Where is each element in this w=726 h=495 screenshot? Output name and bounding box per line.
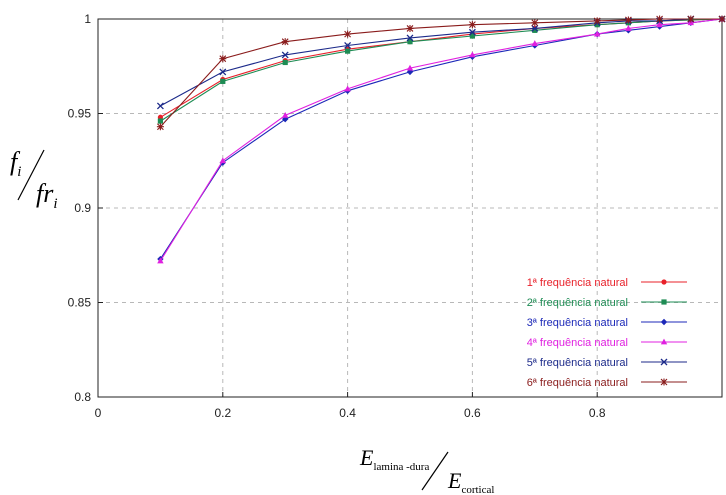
- legend-label: 3ª frequência natural: [527, 317, 628, 329]
- data-point-marker: [282, 59, 288, 66]
- x-axis-label: Elamina -dura Ecortical: [359, 445, 494, 495]
- legend-marker: [660, 338, 668, 345]
- data-point-marker: [625, 25, 632, 31]
- data-point-marker: [718, 15, 726, 23]
- legend: 1ª frequência natural 2ª frequência natur…: [527, 277, 687, 389]
- legend-label: 4ª frequência natural: [527, 337, 628, 349]
- data-point-marker: [406, 64, 414, 71]
- series-line: [159, 18, 722, 128]
- data-point-marker: [593, 17, 601, 25]
- data-point-marker: [406, 34, 414, 42]
- data-point-marker: [624, 16, 632, 24]
- data-point-marker: [469, 51, 476, 58]
- series-3: [157, 15, 726, 263]
- legend-item: 3ª frequência natural: [527, 317, 687, 329]
- data-point-marker: [469, 33, 475, 39]
- legend-label: 1ª frequência natural: [527, 277, 628, 289]
- x-tick-label: 0: [95, 406, 102, 420]
- legend-marker: [661, 279, 667, 285]
- y-label-numerator-sub: i: [17, 164, 21, 180]
- y-tick-label: 0.9: [74, 201, 91, 215]
- data-point-marker: [532, 27, 538, 33]
- series-line: [159, 18, 723, 262]
- x-axis-ticks: 0 0.2 0.4 0.6 0.8: [95, 392, 606, 420]
- x-label-denominator: E: [447, 468, 462, 493]
- data-point-marker: [282, 111, 289, 118]
- y-tick-label: 0.8: [74, 390, 91, 404]
- x-tick-label: 0.4: [339, 406, 356, 420]
- data-point-marker: [594, 30, 601, 37]
- data-point-marker: [687, 15, 695, 23]
- data-point-marker: [406, 24, 414, 32]
- y-label-denominator: fr: [36, 179, 54, 208]
- x-label-numerator: E: [359, 445, 374, 470]
- legend-marker: [660, 378, 668, 386]
- data-point-marker: [219, 157, 226, 164]
- data-point-marker: [344, 85, 351, 92]
- legend-label: 5ª frequência natural: [527, 357, 628, 369]
- data-point-marker: [157, 118, 163, 124]
- legend-item: 5ª frequência natural: [527, 357, 687, 369]
- svg-text:fi: fi: [10, 147, 21, 180]
- y-axis-ticks: 0.8 0.85 0.9 0.95 1: [68, 12, 103, 404]
- data-point-marker: [156, 102, 164, 110]
- data-point-marker: [157, 257, 164, 264]
- series-5: [156, 15, 726, 110]
- series-line: [159, 18, 723, 260]
- data-point-marker: [468, 28, 476, 36]
- x-tick-label: 0.6: [464, 406, 481, 420]
- y-tick-label: 1: [84, 12, 91, 26]
- data-point-marker: [219, 55, 227, 63]
- grid: [98, 19, 722, 397]
- svg-text:Elamina -dura: Elamina -dura: [359, 445, 429, 473]
- legend-marker: [660, 358, 668, 366]
- data-point-marker: [594, 22, 600, 28]
- legend-label: 2ª frequência natural: [527, 297, 628, 309]
- series-6: [156, 15, 726, 131]
- data-point-marker: [407, 39, 413, 45]
- x-tick-label: 0.8: [589, 406, 606, 420]
- legend-item: 6ª frequência natural: [527, 377, 687, 389]
- legend-item: 4ª frequência natural: [527, 337, 687, 349]
- data-point-marker: [156, 123, 164, 131]
- series-line: [160, 18, 723, 122]
- y-tick-label: 0.95: [68, 107, 92, 121]
- legend-item: 2ª frequência natural: [527, 297, 687, 309]
- svg-text:Ecortical: Ecortical: [447, 468, 494, 495]
- data-point-marker: [656, 21, 663, 28]
- data-point-marker: [281, 51, 289, 59]
- legend-item: 1ª frequência natural: [527, 277, 687, 289]
- x-label-numerator-sub: lamina -dura: [373, 461, 429, 473]
- data-point-marker: [281, 38, 289, 46]
- x-tick-label: 0.2: [214, 406, 231, 420]
- legend-marker: [660, 318, 668, 326]
- data-point-marker: [531, 40, 538, 46]
- svg-text:fri: fri: [36, 179, 58, 212]
- legend-label: 6ª frequência natural: [527, 377, 628, 389]
- y-axis-label: fi fri: [10, 147, 58, 212]
- data-point-marker: [345, 48, 351, 54]
- series-1: [157, 16, 725, 120]
- series-4: [157, 15, 726, 264]
- series-lines: [156, 15, 726, 264]
- legend-marker: [661, 299, 667, 305]
- data-point-marker: [656, 15, 664, 23]
- series-2: [157, 16, 725, 124]
- data-point-marker: [219, 68, 227, 76]
- x-label-denominator-sub: cortical: [461, 484, 494, 495]
- series-line: [160, 18, 723, 118]
- data-point-marker: [344, 42, 352, 49]
- data-point-marker: [531, 19, 539, 27]
- data-point-marker: [344, 30, 352, 38]
- y-label-denominator-sub: i: [53, 196, 57, 212]
- y-tick-label: 0.85: [68, 296, 92, 310]
- y-label-numerator: f: [10, 147, 21, 176]
- data-point-marker: [220, 78, 226, 84]
- series-line: [160, 18, 722, 107]
- data-point-marker: [468, 21, 476, 29]
- data-point-marker: [531, 24, 539, 32]
